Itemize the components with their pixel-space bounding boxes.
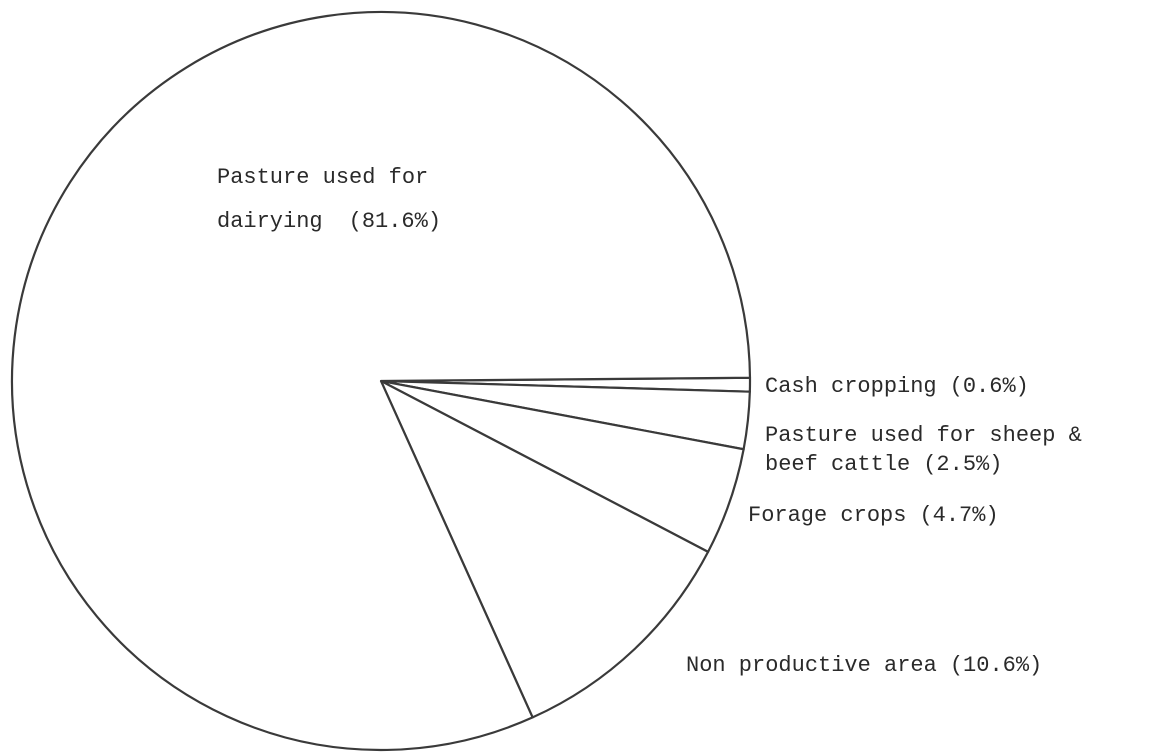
category-label: Pasture used for dairying <box>217 165 429 234</box>
pie-slice <box>379 379 710 719</box>
value-label: (0.6%) <box>949 374 1029 399</box>
category-label: Forage crops <box>748 503 907 528</box>
slice-label: Pasture used for dairying (81.6%) <box>217 156 467 244</box>
value-label: (2.5%) <box>923 452 1003 477</box>
slice-label: Pasture used for sheep & beef cattle (2.5… <box>765 421 1095 479</box>
slice-label: Forage crops (4.7%) <box>748 501 1128 530</box>
slice-label: Non productive area (10.6%) <box>686 651 1146 680</box>
category-label: Cash cropping <box>765 374 937 399</box>
value-label: (4.7%) <box>919 503 999 528</box>
category-label: Pasture used for sheep & beef cattle <box>765 423 1082 477</box>
slice-label: Cash cropping (0.6%) <box>765 372 1145 401</box>
value-label: (10.6%) <box>949 653 1043 678</box>
value-label: (81.6%) <box>348 209 442 234</box>
category-label: Non productive area <box>686 653 937 678</box>
pie-slice <box>10 10 752 752</box>
